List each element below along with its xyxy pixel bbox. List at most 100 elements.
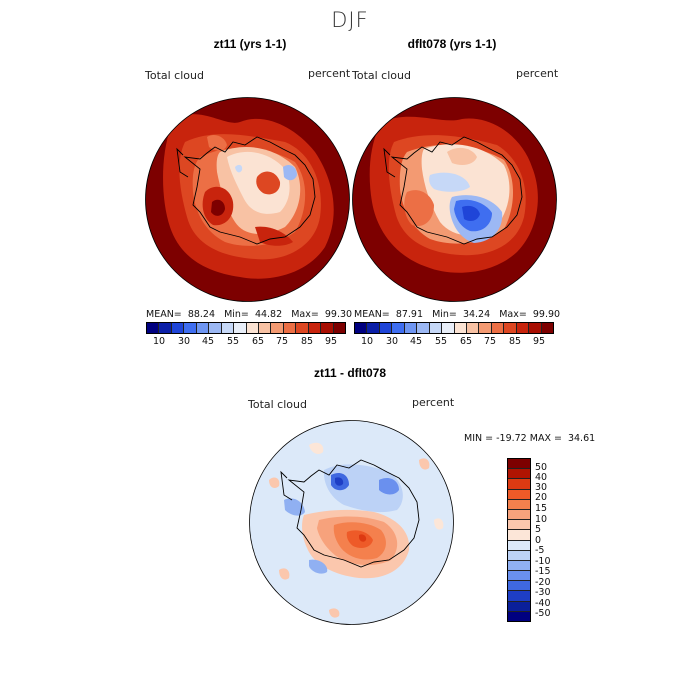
cbar1-tick: 75	[275, 336, 289, 347]
colorbar-swatch	[404, 323, 418, 333]
diff-tick: 30	[535, 482, 548, 493]
diff-tick: -10	[535, 556, 551, 567]
panel-2-mean-value: 87.91	[395, 309, 424, 320]
panel-1-variable-label: Total cloud	[145, 69, 204, 82]
season-title: DJF	[331, 8, 369, 32]
cbar1-tick: 95	[324, 336, 338, 347]
panel-2-polar-map	[352, 97, 557, 302]
colorbar-swatch	[171, 323, 185, 333]
diff-panel-variable-label: Total cloud	[248, 398, 307, 411]
diff-range-text: MIN = -19.72 MAX = 34.61	[464, 433, 596, 444]
colorbar-swatch	[308, 323, 322, 333]
panel-1-colorbar	[146, 322, 346, 334]
cbar2-tick: 75	[483, 336, 497, 347]
panel-2-max-label: Max=	[499, 309, 527, 320]
colorbar-swatch	[159, 323, 172, 333]
panel-1-units: percent	[308, 67, 351, 80]
diff-colorbar-swatch	[508, 469, 530, 480]
colorbar-swatch	[541, 323, 553, 333]
colorbar-swatch	[296, 323, 309, 333]
colorbar-swatch	[246, 323, 259, 333]
colorbar-swatch	[516, 323, 530, 333]
colorbar-swatch	[479, 323, 492, 333]
diff-colorbar-swatch	[508, 489, 530, 500]
panel-1-max-label: Max=	[291, 309, 319, 320]
cbar2-tick: 10	[360, 336, 374, 347]
panel-2-variable-label: Total cloud	[352, 69, 411, 82]
cbar1-tick: 65	[251, 336, 265, 347]
diff-colorbar-swatch	[508, 611, 530, 621]
colorbar-swatch	[147, 323, 160, 333]
cbar2-tick: 30	[385, 336, 399, 347]
panel-2-units: percent	[516, 67, 559, 80]
colorbar-swatch	[367, 323, 380, 333]
panel-2-max-value: 99.90	[532, 309, 561, 320]
colorbar-swatch	[258, 323, 272, 333]
colorbar-swatch	[429, 323, 443, 333]
diff-tick: 20	[535, 492, 548, 503]
panel-2-min-value: 34.24	[462, 309, 491, 320]
diff-colorbar-ticks: 50 40 30 20 15 10 5 0 -5 -10 -15 -20 -30…	[535, 458, 575, 628]
colorbar-swatch	[491, 323, 505, 333]
diff-tick: -15	[535, 566, 551, 577]
diff-tick: 40	[535, 472, 548, 483]
diff-tick: -20	[535, 577, 551, 588]
colorbar-swatch	[209, 323, 222, 333]
colorbar-swatch	[355, 323, 368, 333]
colorbar-swatch	[466, 323, 480, 333]
diff-colorbar-swatch	[508, 591, 530, 602]
diff-tick: -40	[535, 598, 551, 609]
diff-colorbar-swatch	[508, 520, 530, 531]
diff-polar-map	[249, 420, 454, 625]
diff-colorbar-swatch	[508, 479, 530, 490]
diff-colorbar-swatch	[508, 530, 530, 541]
colorbar-swatch	[283, 323, 297, 333]
panel-1-min-value: 44.82	[254, 309, 283, 320]
diff-tick: 5	[535, 524, 542, 535]
cbar2-tick: 95	[532, 336, 546, 347]
panel-2-stats: MEAN= 87.91 Min= 34.24 Max= 99.90	[354, 309, 560, 320]
colorbar-swatch	[379, 323, 393, 333]
colorbar-swatch	[529, 323, 542, 333]
diff-colorbar-swatch	[508, 581, 530, 592]
colorbar-swatch	[184, 323, 197, 333]
colorbar-swatch	[333, 323, 345, 333]
colorbar-swatch	[221, 323, 235, 333]
colorbar-swatch	[504, 323, 517, 333]
cbar1-tick: 10	[152, 336, 166, 347]
diff-colorbar-swatch	[508, 540, 530, 551]
diff-colorbar	[507, 458, 531, 622]
colorbar-swatch	[417, 323, 430, 333]
cbar1-tick: 45	[201, 336, 215, 347]
cbar2-tick: 55	[434, 336, 448, 347]
panel-1-mean-label: MEAN=	[146, 309, 182, 320]
diff-tick: 0	[535, 535, 542, 546]
diff-colorbar-swatch	[508, 601, 530, 612]
panel-2-min-label: Min=	[432, 309, 457, 320]
cbar1-tick: 55	[226, 336, 240, 347]
colorbar-swatch	[196, 323, 210, 333]
panel-1-max-value: 99.30	[324, 309, 353, 320]
panel-2-title: dflt078 (yrs 1-1)	[407, 37, 497, 51]
diff-colorbar-swatch	[508, 509, 530, 521]
diff-colorbar-swatch	[508, 499, 530, 510]
cbar2-tick: 45	[409, 336, 423, 347]
panel-1-mean-value: 88.24	[187, 309, 216, 320]
panel-2-mean-label: MEAN=	[354, 309, 390, 320]
diff-colorbar-swatch	[508, 571, 530, 582]
diff-tick: 10	[535, 514, 548, 525]
panel-2-colorbar-ticks: 10 30 45 55 65 75 85 95	[354, 336, 554, 350]
diff-tick: -5	[535, 545, 545, 556]
cbar1-tick: 85	[300, 336, 314, 347]
diff-colorbar-swatch	[508, 560, 530, 572]
panel-1-stats: MEAN= 88.24 Min= 44.82 Max= 99.30	[146, 309, 352, 320]
panel-1-colorbar-ticks: 10 30 45 55 65 75 85 95	[146, 336, 346, 350]
cbar2-tick: 85	[508, 336, 522, 347]
colorbar-swatch	[454, 323, 467, 333]
cbar1-tick: 30	[177, 336, 191, 347]
diff-tick: 15	[535, 503, 548, 514]
diff-panel-units: percent	[412, 396, 455, 409]
panel-1-title: zt11 (yrs 1-1)	[213, 37, 287, 51]
cbar2-tick: 65	[459, 336, 473, 347]
diff-colorbar-swatch	[508, 459, 530, 470]
